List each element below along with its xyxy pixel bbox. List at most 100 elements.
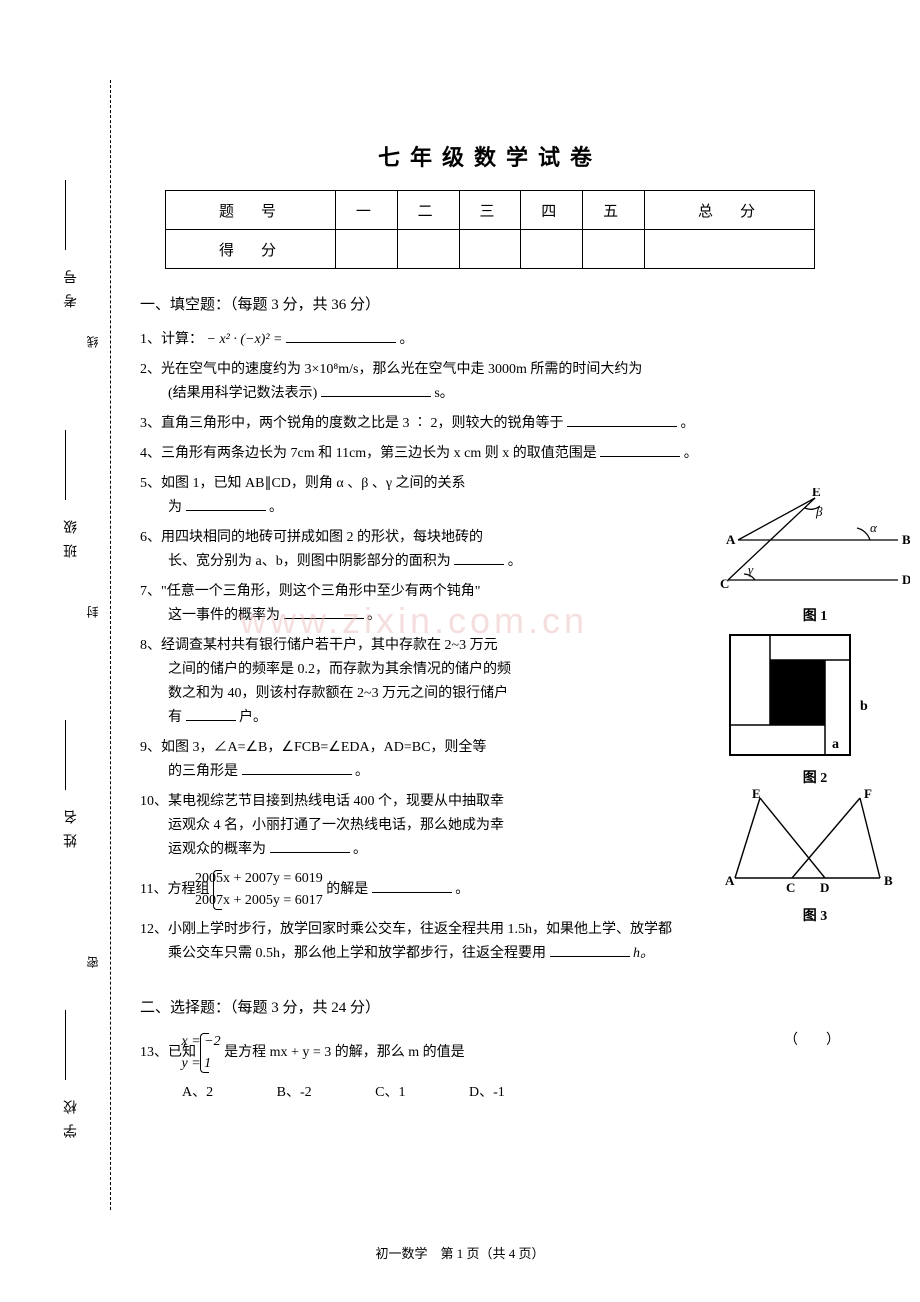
blank (286, 328, 396, 343)
margin-feng: 封 (84, 600, 101, 618)
th: 二 (397, 191, 459, 230)
table-row: 得 分 (166, 230, 815, 269)
q5: 5、如图 1，已知 AB∥CD，则角 α 、β 、γ 之间的关系 为 。 (140, 472, 580, 520)
q13-opt-a: A、2 (182, 1081, 213, 1105)
narrow-block: 5、如图 1，已知 AB∥CD，则角 α 、β 、γ 之间的关系 为 。 6、用… (140, 472, 580, 912)
q8-text-e: 户。 (239, 710, 267, 725)
q10-text-c: 运观众的概率为 (168, 842, 266, 857)
q6-text-c: 。 (508, 554, 522, 569)
q2: 2、光在空气中的速度约为 3×10⁸m/s，那么光在空气中走 3000m 所需的… (140, 358, 840, 406)
q13-opt-c: C、1 (375, 1081, 405, 1105)
fig3-F: F (864, 788, 872, 801)
blank (242, 760, 352, 775)
fig3-label: 图 3 (720, 905, 910, 925)
q11-eq2: 2007x + 2005y = 6017 (195, 893, 323, 908)
margin-line (65, 180, 67, 250)
blank (550, 942, 630, 957)
margin-class: 班级 (62, 510, 82, 558)
q1-text-a: 1、计算： (140, 332, 203, 347)
q7-text-a: 7、"任意一个三角形，则这个三角形中至少有两个钝角" (140, 584, 480, 599)
figure-1: E A B C D α β γ 图 1 (720, 488, 910, 625)
answer-paren: （ ） (812, 1031, 840, 1051)
q13: 13、已知 x = −2 y = 1 是方程 mx + y = 3 的解，那么 … (140, 1031, 840, 1075)
q8-text-a: 8、经调查某村共有银行储户若干户，其中存款在 2~3 万元 (140, 638, 498, 653)
td (397, 230, 459, 269)
th: 四 (521, 191, 583, 230)
fig2-b: b (860, 699, 868, 714)
q1-expr: − x² · (−x)² = (207, 332, 283, 347)
th: 总 分 (645, 191, 815, 230)
equation-brace: 2005x + 2007y = 6019 2007x + 2005y = 601… (213, 868, 323, 912)
q6: 6、用四块相同的地砖可拼成如图 2 的形状，每块地砖的 长、宽分别为 a、b，则… (140, 526, 580, 574)
q12: 12、小刚上学时步行，放学回家时乘公交车，往返全程共用 1.5h，如果他上学、放… (140, 918, 840, 966)
q12-text-a: 12、小刚上学时步行，放学回家时乘公交车，往返全程共用 1.5h，如果他上学、放… (140, 922, 672, 937)
blank (567, 412, 677, 427)
fig2-label: 图 2 (720, 767, 910, 787)
q13-opt-d: D、-1 (469, 1081, 505, 1105)
figure-1-svg: E A B C D α β γ (720, 488, 910, 598)
q5-text-c: 。 (269, 500, 283, 515)
q2-text-a: 2、光在空气中的速度约为 3×10⁸m/s，那么光在空气中走 3000m 所需的… (140, 362, 642, 377)
td: 得 分 (166, 230, 336, 269)
fig1-beta: β (815, 504, 823, 519)
section2-heading: 二、选择题：（每题 3 分，共 24 分） (140, 996, 840, 1017)
fig1-D: D (902, 572, 910, 587)
q9: 9、如图 3，∠A=∠B，∠FCB=∠EDA，AD=BC，则全等 的三角形是 。 (140, 736, 580, 784)
q11-text-c: 。 (455, 882, 469, 897)
q10-text-a: 10、某电视综艺节目接到热线电话 400 个，现要从中抽取幸 (140, 794, 504, 809)
fig1-C: C (720, 576, 729, 591)
fig1-label: 图 1 (720, 605, 910, 625)
q13-text-b: 是方程 mx + y = 3 的解，那么 m 的值是 (224, 1045, 465, 1060)
q10-text-b: 运观众 4 名，小丽打通了一次热线电话，那么她成为幸 (168, 818, 504, 833)
margin-school: 学校 (62, 1090, 82, 1138)
equation-brace: x = −2 y = 1 (200, 1031, 221, 1075)
fig3-B: B (884, 873, 893, 888)
fig3-E: E (752, 788, 761, 801)
q9-text-c: 。 (355, 764, 369, 779)
q7-text-c: 。 (367, 608, 381, 623)
th: 一 (335, 191, 397, 230)
q5-text-b: 为 (168, 500, 182, 515)
margin-line (65, 720, 67, 790)
q13-eq1: x = −2 (210, 1031, 221, 1053)
q6-text-b: 长、宽分别为 a、b，则图中阴影部分的面积为 (168, 554, 451, 569)
td (583, 230, 645, 269)
fig1-alpha: α (870, 520, 878, 535)
q10-text-d: 。 (353, 842, 367, 857)
margin-line (65, 1010, 67, 1080)
th: 五 (583, 191, 645, 230)
page-title: 七年级数学试卷 (140, 140, 840, 172)
margin-seal: 密 (84, 950, 101, 968)
blank (270, 838, 350, 853)
blank (284, 604, 364, 619)
q4-text-a: 4、三角形有两条边长为 7cm 和 11cm，第三边长为 x cm 则 x 的取… (140, 446, 597, 461)
page: 学校 密 姓名 封 班级 线 考号 七年级数学试卷 题 号 一 二 三 四 五 … (0, 0, 920, 1302)
q10: 10、某电视综艺节目接到热线电话 400 个，现要从中抽取幸 运观众 4 名，小… (140, 790, 580, 862)
content-area: 七年级数学试卷 题 号 一 二 三 四 五 总 分 得 分 一、填空题：（每 (140, 140, 840, 1111)
blank (186, 496, 266, 511)
q2-text-b: (结果用科学记数法表示) (168, 386, 317, 401)
score-table: 题 号 一 二 三 四 五 总 分 得 分 (165, 190, 815, 269)
q7-text-b: 这一事件的概率为 (168, 608, 280, 623)
figure-3: E F A B C D 图 3 (720, 788, 910, 925)
blank (454, 550, 504, 565)
td (335, 230, 397, 269)
figure-2-svg: b a (720, 630, 880, 760)
blank (600, 442, 680, 457)
fig3-C: C (786, 880, 795, 895)
q6-text-a: 6、用四块相同的地砖可拼成如图 2 的形状，每块地砖的 (140, 530, 483, 545)
q3-text-b: 。 (681, 416, 695, 431)
fig2-a: a (832, 737, 839, 752)
binding-margin: 学校 密 姓名 封 班级 线 考号 (40, 80, 111, 1210)
figure-2: b a 图 2 (720, 630, 910, 787)
fig1-B: B (902, 532, 910, 547)
q11-eq1: 2005x + 2007y = 6019 (195, 871, 323, 886)
q8-text-d: 有 (168, 710, 182, 725)
q13-options: A、2 B、-2 C、1 D、-1 (140, 1081, 840, 1105)
margin-line (65, 430, 67, 500)
q2-text-c: s。 (434, 386, 453, 401)
blank (321, 382, 431, 397)
q11: 11、方程组 2005x + 2007y = 6019 2007x + 2005… (140, 868, 580, 912)
q12-text-b: 乘公交车只需 0.5h，那么他上学和放学都步行，往返全程要用 (168, 946, 546, 961)
td (645, 230, 815, 269)
